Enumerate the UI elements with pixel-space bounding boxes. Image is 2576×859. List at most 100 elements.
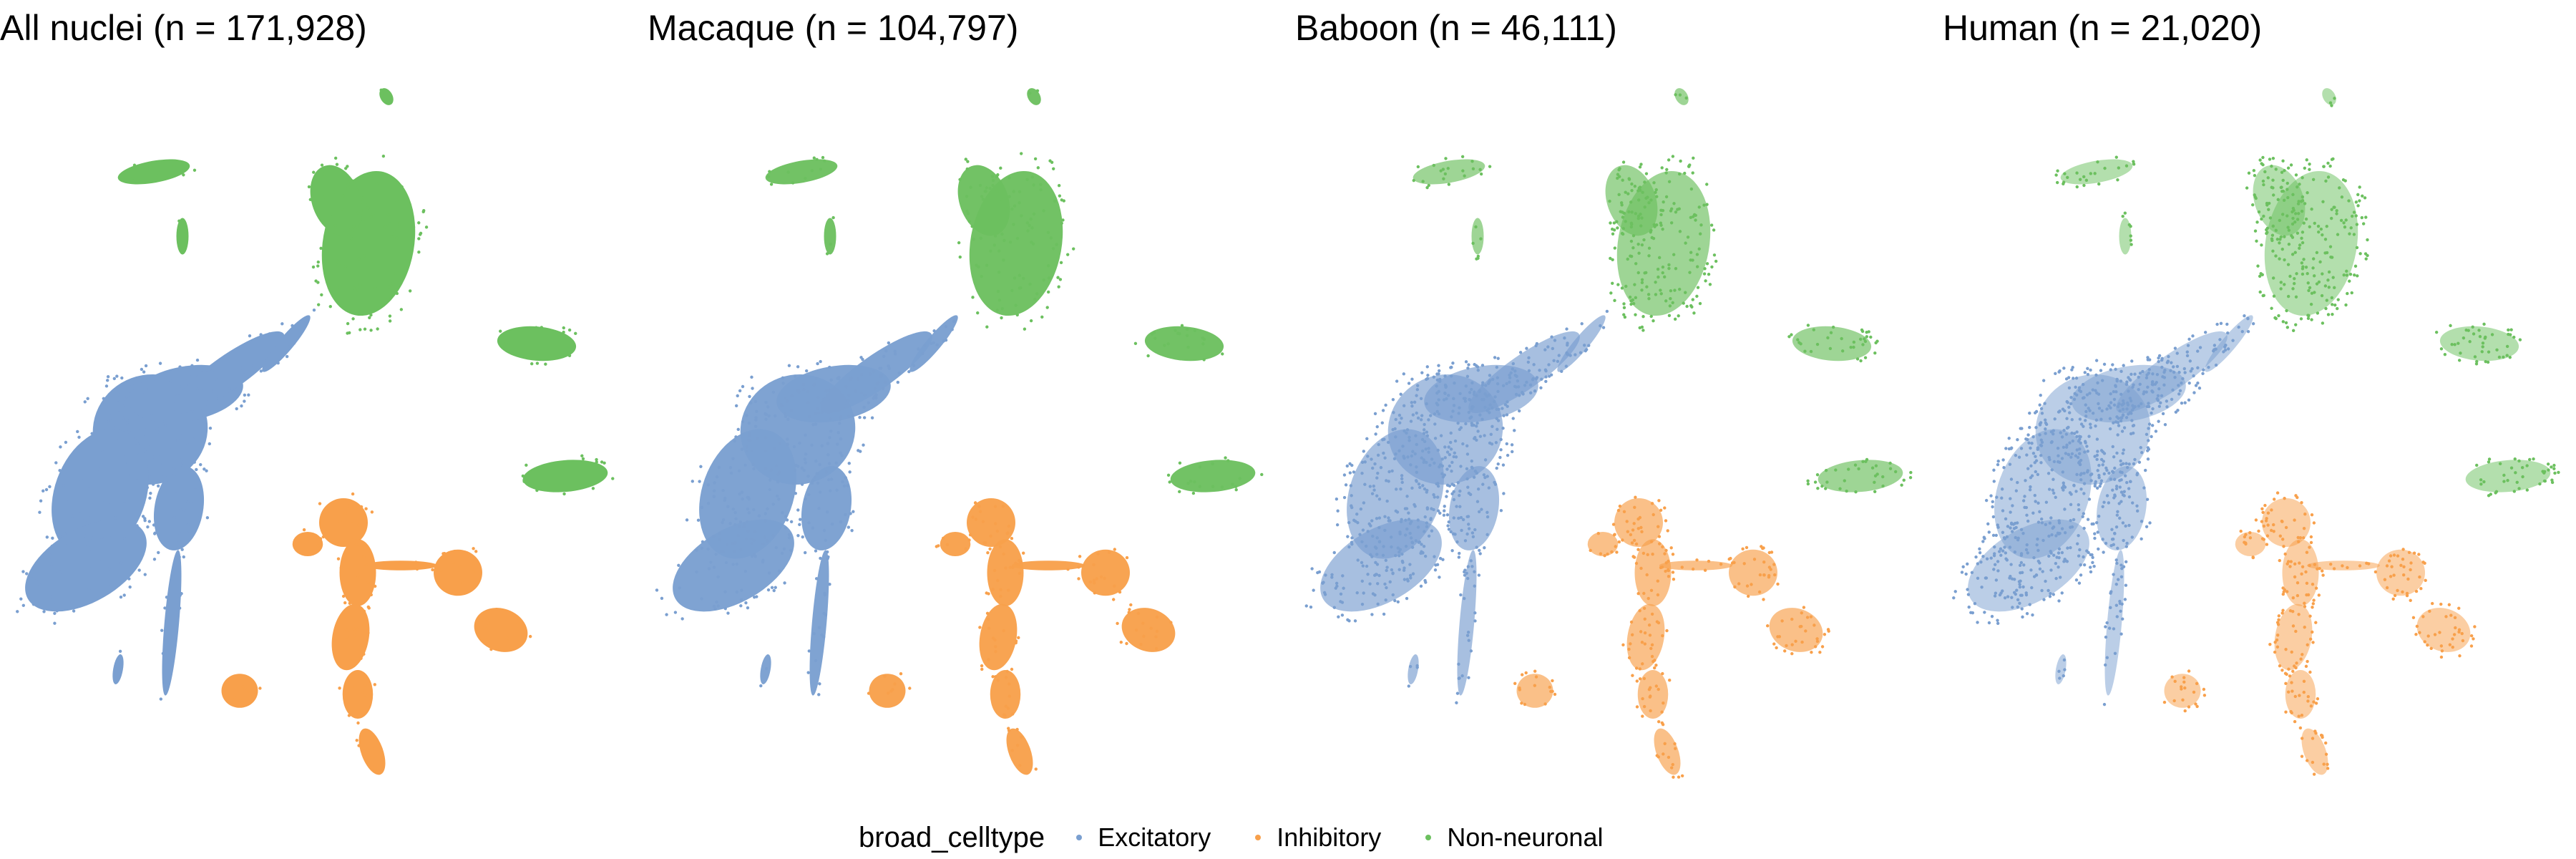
data-point [2309, 704, 2313, 708]
cluster-excitatory [1952, 510, 2100, 626]
data-point [2509, 466, 2514, 470]
data-point [1640, 641, 1644, 644]
data-point [1478, 413, 1482, 417]
data-point [2082, 512, 2086, 515]
data-point [839, 520, 843, 524]
data-point [1465, 374, 1470, 379]
data-point [361, 218, 365, 221]
data-point [581, 457, 585, 461]
data-point [393, 230, 396, 234]
data-point [1815, 473, 1820, 477]
data-point [2274, 254, 2278, 258]
data-point [1385, 586, 1388, 590]
data-point [2289, 560, 2293, 563]
panel-human: Human (n = 21,020) [1943, 0, 2576, 802]
data-point [655, 588, 659, 592]
data-point [2105, 621, 2109, 625]
data-point [2046, 588, 2050, 593]
data-point [1450, 460, 1454, 465]
data-point [2323, 251, 2327, 255]
data-point [2036, 501, 2040, 505]
data-point [1809, 615, 1813, 618]
data-point [2223, 345, 2227, 349]
data-point [2078, 548, 2082, 552]
data-point [1649, 646, 1653, 651]
data-point [2121, 462, 2125, 466]
data-point [1650, 654, 1654, 659]
data-point [2150, 435, 2153, 439]
data-point [1002, 258, 1005, 262]
data-point [2093, 172, 2097, 175]
data-point [726, 505, 730, 508]
data-point [858, 415, 862, 419]
data-point [2358, 564, 2362, 568]
data-point [789, 548, 793, 553]
data-point [1873, 480, 1876, 485]
data-point [2321, 321, 2325, 325]
data-point [1772, 642, 1776, 646]
cluster-non-neuronal [1133, 324, 1224, 361]
data-point [185, 441, 189, 445]
cluster-core [1659, 560, 1732, 571]
data-point [180, 457, 184, 462]
data-point [1430, 529, 1434, 533]
data-point [1617, 540, 1621, 544]
data-point [2121, 215, 2124, 218]
data-point [1966, 588, 1969, 591]
data-point [2143, 468, 2147, 472]
data-point [1006, 707, 1010, 710]
data-point [2170, 397, 2174, 402]
data-point [319, 246, 323, 251]
data-point [1336, 509, 1340, 513]
data-point [62, 483, 66, 487]
data-point [346, 321, 350, 326]
data-point [1166, 342, 1170, 346]
data-point [786, 417, 790, 421]
data-point [830, 522, 834, 526]
data-point [2278, 218, 2281, 223]
data-point [366, 203, 369, 207]
data-point [2280, 669, 2284, 672]
data-point [1415, 465, 1418, 469]
data-point [2477, 329, 2481, 332]
data-point [2311, 266, 2315, 270]
data-point [249, 364, 253, 368]
data-point [1533, 389, 1537, 393]
data-point [2311, 602, 2315, 606]
data-point [2077, 581, 2082, 585]
data-point [2262, 293, 2265, 298]
data-point [208, 426, 213, 430]
data-point [2172, 365, 2175, 369]
data-point [1419, 418, 1423, 422]
data-point [2012, 591, 2016, 594]
data-point [1361, 528, 1365, 532]
data-point [801, 535, 804, 539]
data-point [1383, 456, 1387, 460]
data-point [2515, 480, 2519, 485]
data-point [999, 166, 1002, 170]
data-point [1640, 281, 1644, 285]
data-point [399, 308, 404, 311]
data-point [2293, 719, 2297, 724]
data-point [966, 160, 970, 163]
data-point [2062, 658, 2067, 662]
data-point [1400, 474, 1404, 477]
data-point [356, 627, 359, 631]
data-point [2092, 522, 2095, 526]
data-point [2010, 577, 2014, 581]
data-point [1032, 212, 1036, 216]
data-point [796, 533, 800, 538]
data-point [1470, 565, 1474, 568]
data-point [1394, 417, 1397, 422]
data-point [2078, 447, 2082, 451]
data-point [55, 609, 59, 613]
data-point [1476, 430, 1480, 433]
data-point [2180, 381, 2183, 385]
data-point [1169, 621, 1173, 624]
data-point [2177, 392, 2181, 396]
data-point [2128, 480, 2132, 483]
data-point [2298, 536, 2303, 540]
data-point [87, 513, 91, 517]
data-point [1168, 480, 1171, 484]
data-point [2552, 463, 2556, 467]
